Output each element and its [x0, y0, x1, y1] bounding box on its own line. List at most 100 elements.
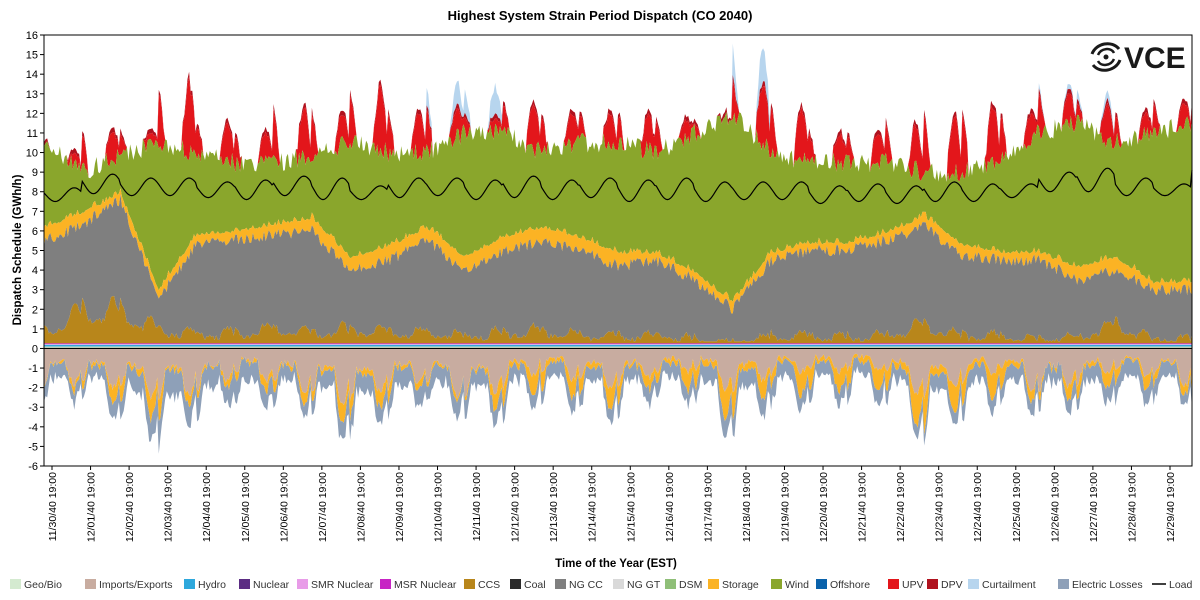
- x-tick-label: 12/12/40 19:00: [510, 472, 522, 542]
- x-tick-label: 12/20/40 19:00: [818, 472, 830, 542]
- legend-swatch: [771, 579, 782, 589]
- series-line-load: [43, 167, 1193, 205]
- y-tick-label: -2: [28, 383, 38, 395]
- legend-swatch: [1058, 579, 1069, 589]
- x-tick-label: 12/14/40 19:00: [587, 472, 599, 542]
- series-area-imports-exports: [44, 348, 1192, 405]
- x-tick-label: 12/27/40 19:00: [1088, 472, 1100, 542]
- y-tick-label: 9: [32, 167, 38, 179]
- y-tick-label: 14: [26, 69, 38, 81]
- x-tick-label: 12/03/40 19:00: [163, 472, 175, 542]
- y-tick-label: 11: [27, 128, 38, 140]
- legend-label: NG CC: [569, 579, 603, 591]
- x-tick-label: 12/29/40 19:00: [1165, 472, 1177, 542]
- y-tick-label: -3: [28, 402, 38, 414]
- x-tick-label: 12/07/40 19:00: [317, 472, 329, 542]
- y-tick-label: 6: [32, 226, 38, 238]
- series-area-wind: [44, 111, 1192, 302]
- legend-item-electric-losses: Electric Losses: [1058, 579, 1143, 591]
- x-tick-label: 12/17/40 19:00: [702, 472, 714, 542]
- legend-swatch: [888, 579, 899, 589]
- series-area-ng-cc: [44, 194, 1192, 342]
- legend-swatch: [510, 579, 521, 589]
- y-tick-label: 0: [32, 343, 38, 355]
- legend-swatch: [555, 579, 566, 589]
- x-tick-label: 12/16/40 19:00: [664, 472, 676, 542]
- y-tick-label: 12: [26, 108, 38, 120]
- series-area-ccs: [44, 296, 1192, 344]
- legend-label: Electric Losses: [1072, 579, 1143, 591]
- legend-swatch: [613, 579, 624, 589]
- x-tick-label: 12/01/40 19:00: [86, 472, 98, 542]
- series-area-smr-nuclear: [44, 344, 1192, 345]
- legend-label: Offshore: [830, 579, 870, 591]
- legend-swatch: [927, 579, 938, 589]
- series-area-storage-charging: [44, 353, 1192, 435]
- legend-item-offshore: Offshore: [816, 579, 870, 591]
- y-tick-label: 8: [32, 187, 38, 199]
- legend: Geo/Bio Imports/Exports Hydro Nuclear SMR Nu…: [10, 579, 1193, 591]
- legend-item-ccs: CCS: [464, 579, 500, 591]
- legend-label: DSM: [679, 579, 702, 591]
- x-tick-label: 12/13/40 19:00: [548, 472, 560, 542]
- y-tick-label: 4: [32, 265, 38, 277]
- legend-swatch: [85, 579, 96, 589]
- legend-label: Wind: [785, 579, 809, 591]
- series-area-msr-nuclear: [44, 343, 1192, 345]
- legend-label: DPV: [941, 579, 963, 591]
- legend-swatch: [708, 579, 719, 589]
- legend-swatch: [816, 579, 827, 589]
- legend-label: Imports/Exports: [99, 579, 173, 591]
- legend-label: Coal: [524, 579, 546, 591]
- legend-item-ng-gt: NG GT: [613, 579, 661, 591]
- y-tick-label: 1: [32, 324, 38, 336]
- legend-label: Geo/Bio: [24, 579, 62, 591]
- y-tick-label: -1: [28, 363, 38, 375]
- y-tick-label: 5: [32, 246, 38, 258]
- legend-item-dpv: DPV: [927, 579, 963, 591]
- x-tick-label: 12/25/40 19:00: [1011, 472, 1023, 542]
- x-tick-label: 12/18/40 19:00: [741, 472, 753, 542]
- series-area-electric-losses: [44, 356, 1192, 454]
- legend-label: UPV: [902, 579, 924, 591]
- legend-item-imports-exports: Imports/Exports: [85, 579, 173, 591]
- y-tick-label: 10: [26, 148, 38, 160]
- y-tick-label: 16: [26, 30, 38, 42]
- x-axis: 11/30/40 19:00 12/01/40 19:00 12/02/40 19:…: [47, 466, 1177, 542]
- legend-label: Load: [1169, 579, 1193, 591]
- x-tick-label: 12/21/40 19:00: [857, 472, 869, 542]
- legend-swatch: [665, 579, 676, 589]
- y-axis-title: Dispatch Schedule (GWh/h): [12, 174, 24, 325]
- y-tick-label: 3: [32, 285, 38, 297]
- y-tick-label: 13: [26, 89, 38, 101]
- swirl-icon: [1090, 42, 1122, 72]
- y-tick-label: -5: [28, 441, 38, 453]
- x-tick-label: 12/22/40 19:00: [895, 472, 907, 542]
- x-tick-label: 12/10/40 19:00: [433, 472, 445, 542]
- legend-item-coal: Coal: [510, 579, 546, 591]
- legend-label: MSR Nuclear: [394, 579, 457, 591]
- x-axis-title: Time of the Year (EST): [555, 558, 677, 570]
- y-tick-label: 7: [32, 206, 38, 218]
- logo-text: VCE: [1124, 42, 1186, 75]
- y-tick-label: 15: [26, 50, 38, 62]
- x-tick-label: 12/08/40 19:00: [355, 472, 367, 542]
- legend-item-upv: UPV: [888, 579, 924, 591]
- legend-label: Hydro: [198, 579, 226, 591]
- legend-item-ng-cc: NG CC: [555, 579, 603, 591]
- legend-swatch: [968, 579, 979, 589]
- x-tick-label: 12/19/40 19:00: [779, 472, 791, 542]
- legend-swatch: [297, 579, 308, 589]
- chart-title: Highest System Strain Period Dispatch (C…: [448, 8, 753, 23]
- series-area-storage: [44, 188, 1192, 314]
- legend-item-smr-nuclear: SMR Nuclear: [297, 579, 374, 591]
- legend-label: Nuclear: [253, 579, 290, 591]
- series-area-hydro: [44, 344, 1192, 347]
- x-tick-label: 12/05/40 19:00: [240, 472, 252, 542]
- x-tick-label: 11/30/40 19:00: [47, 472, 59, 541]
- legend-label: CCS: [478, 579, 500, 591]
- y-tick-label: 2: [32, 304, 38, 316]
- series-area-upv: [44, 76, 1192, 182]
